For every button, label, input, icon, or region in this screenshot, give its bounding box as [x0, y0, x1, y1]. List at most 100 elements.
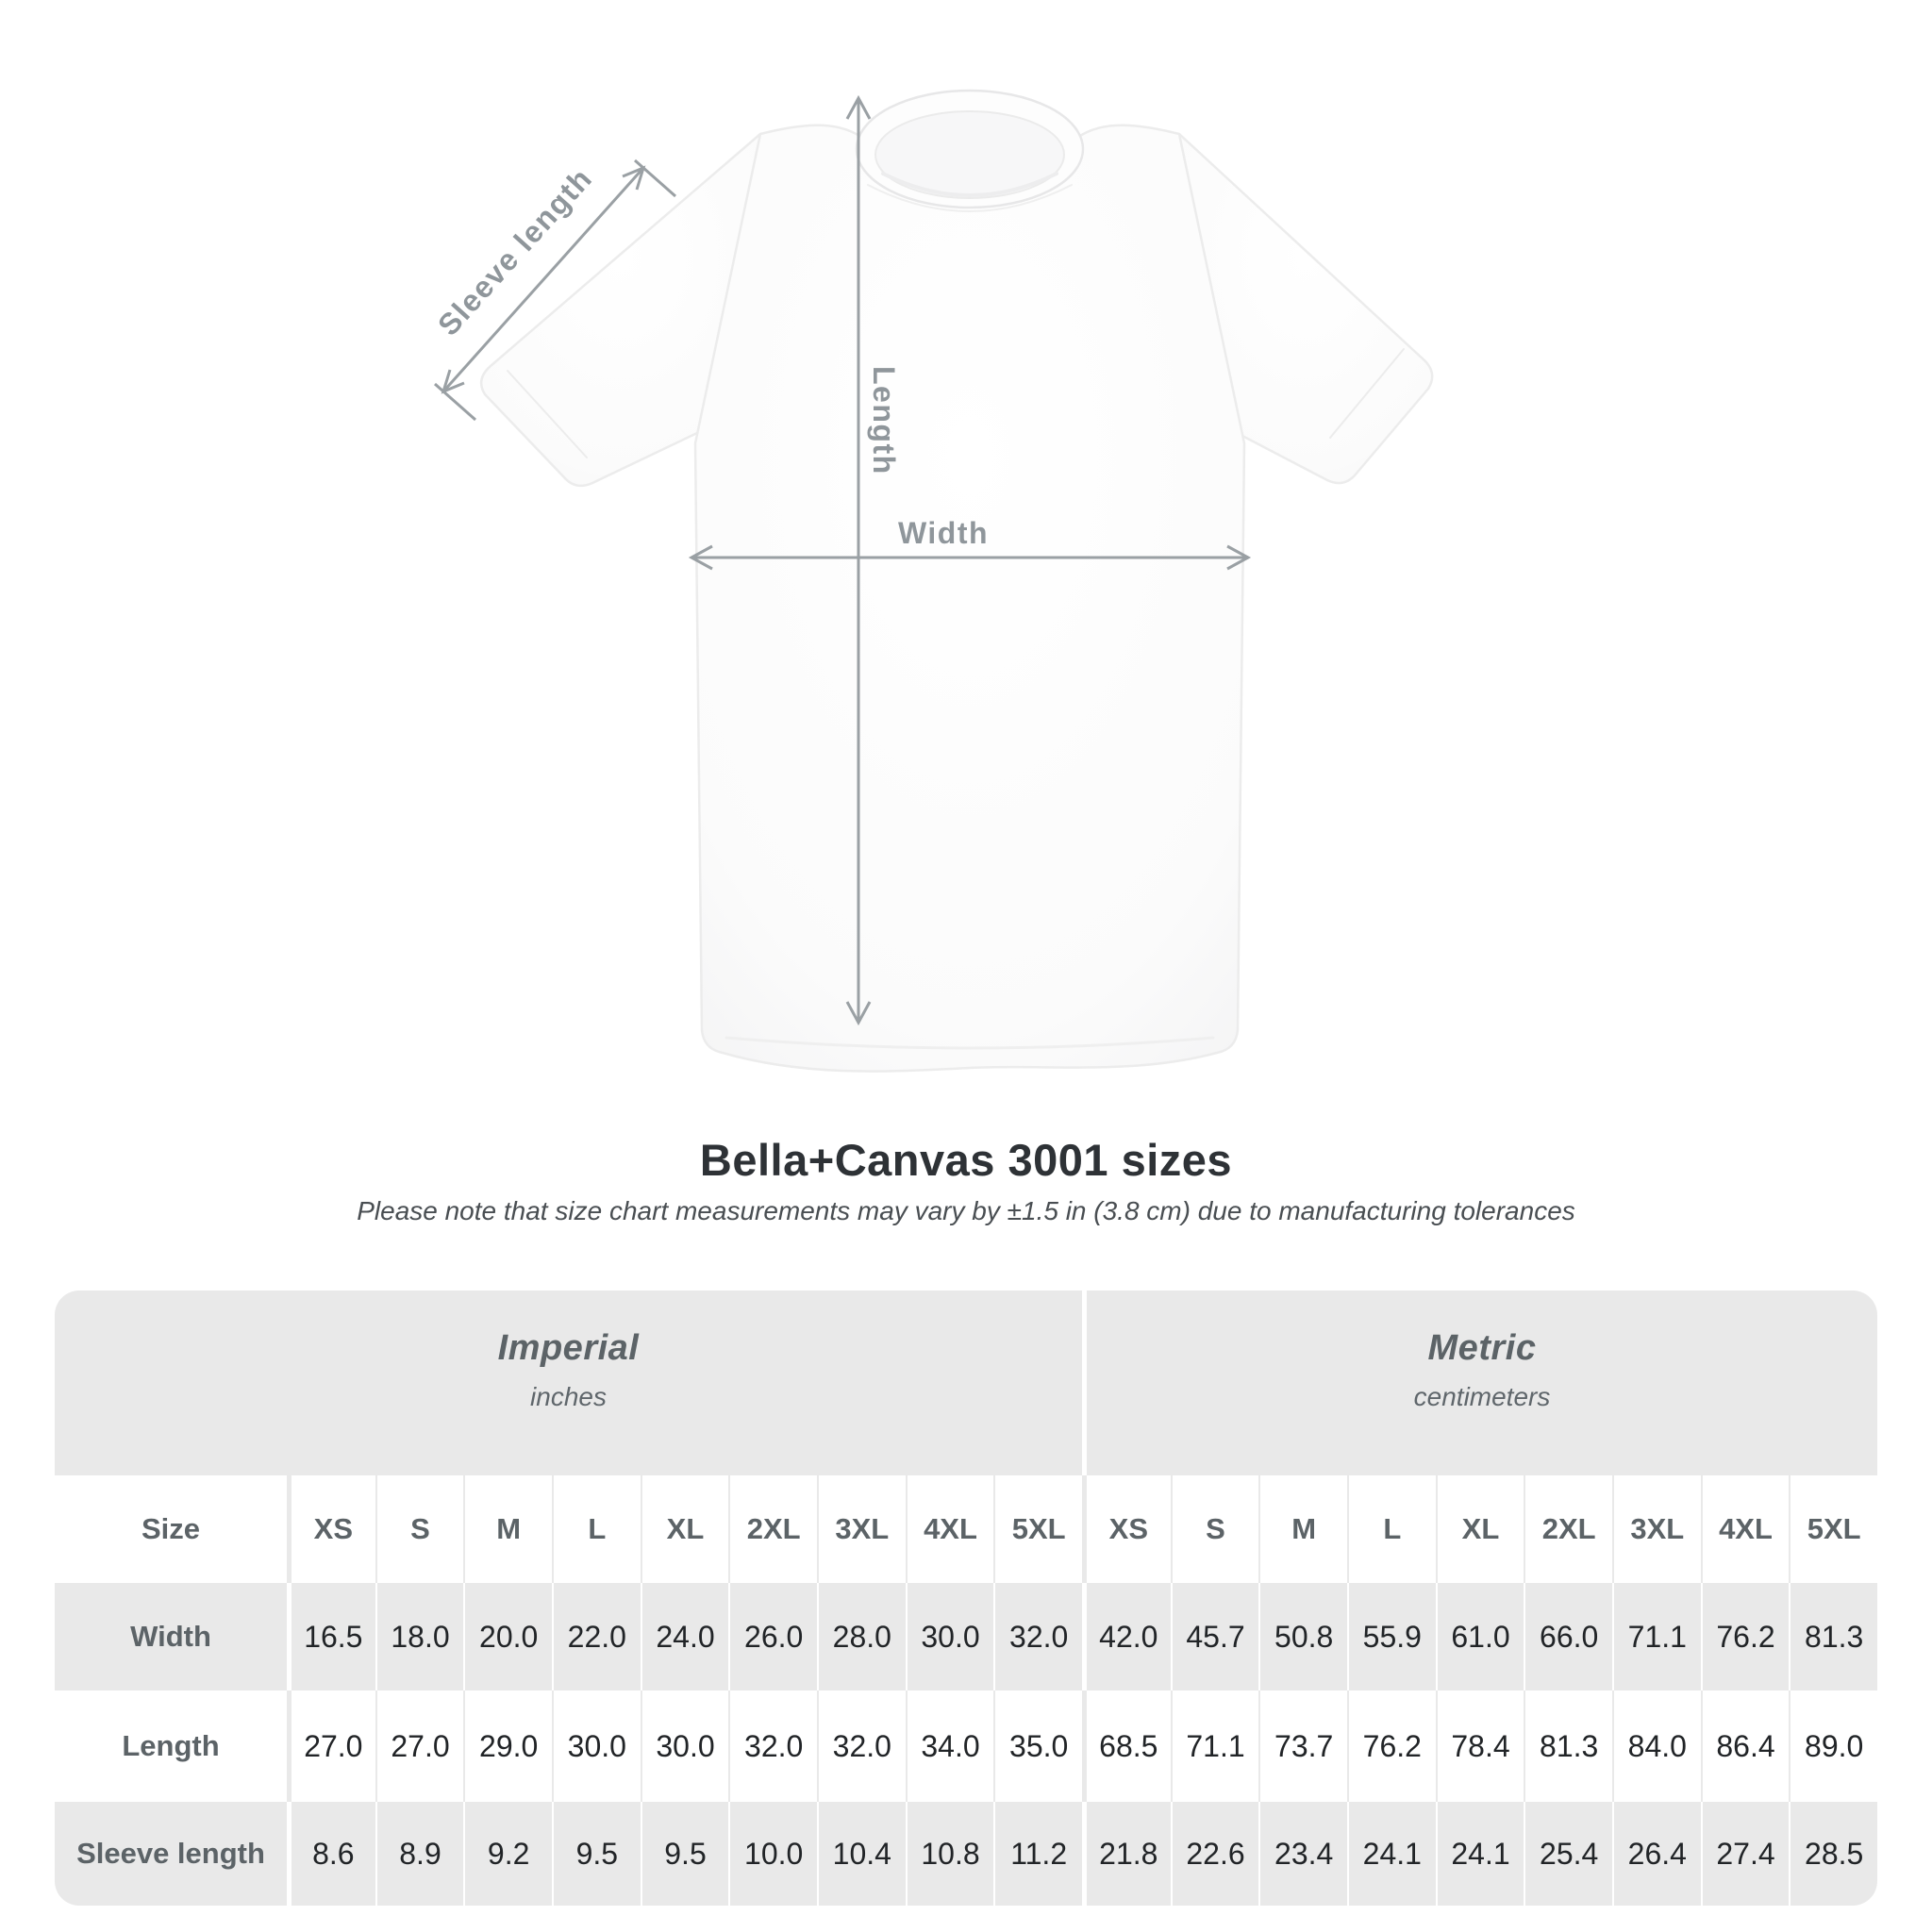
- table-row-sleeve-length: Sleeve length 8.6 8.9 9.2 9.5 9.5 10.0 10.4 10.8…: [55, 1802, 1877, 1906]
- size-table: Imperial inches Metric centimeters Size X…: [55, 1291, 1877, 1906]
- value-cell: 89.0: [1789, 1690, 1877, 1802]
- value-cell: 76.2: [1346, 1690, 1436, 1802]
- value-cell: 18.0: [375, 1583, 464, 1690]
- tshirt-collar-shadow: [881, 172, 1058, 197]
- value-cell: 66.0: [1524, 1583, 1612, 1690]
- size-label-cell: L: [1346, 1475, 1436, 1583]
- width-arrowhead-right: [1226, 544, 1252, 571]
- metric-group-name: Metric: [1427, 1328, 1537, 1368]
- value-cell: 76.2: [1700, 1583, 1790, 1690]
- sleeve-witness-tick-bottom: [434, 382, 476, 422]
- value-cell: 68.5: [1081, 1690, 1171, 1802]
- value-cell: 27.4: [1700, 1802, 1790, 1906]
- length-arrowhead-bottom: [845, 1001, 872, 1026]
- imperial-header-cell: Imperial inches: [55, 1291, 1082, 1475]
- size-column-header: Size: [141, 1512, 201, 1545]
- tshirt-graphic: [479, 89, 1434, 1073]
- value-cell: 22.6: [1170, 1802, 1259, 1906]
- size-label-cell: S: [375, 1475, 464, 1583]
- size-label-cell: XL: [1435, 1475, 1524, 1583]
- value-cell: 45.7: [1170, 1583, 1259, 1690]
- size-header-row: Size XS S M L XL 2XL 3XL 4XL 5XL XS S M L XL 2XL 3XL 4XL 5…: [55, 1475, 1877, 1583]
- value-cell: 61.0: [1435, 1583, 1524, 1690]
- row-label-cell: Sleeve length: [76, 1837, 265, 1870]
- size-label-cell: 4XL: [1700, 1475, 1790, 1583]
- size-label-cell: S: [1170, 1475, 1259, 1583]
- length-label: Length: [867, 366, 901, 475]
- value-cell: 9.5: [640, 1802, 729, 1906]
- value-cell: 84.0: [1611, 1690, 1701, 1802]
- value-cell: 26.4: [1611, 1802, 1701, 1906]
- tshirt-right-cuff-seam: [1329, 348, 1405, 439]
- value-cell: 10.8: [905, 1802, 994, 1906]
- value-cell: 21.8: [1081, 1802, 1171, 1906]
- tshirt-right-sleeve: [1177, 132, 1434, 485]
- value-cell: 9.5: [551, 1802, 641, 1906]
- value-cell: 8.9: [375, 1802, 464, 1906]
- value-cell: 23.4: [1258, 1802, 1347, 1906]
- page-title: Bella+Canvas 3001 sizes: [699, 1135, 1233, 1185]
- value-cell: 81.3: [1524, 1690, 1612, 1802]
- table-row-width: Width 16.5 18.0 20.0 22.0 24.0 26.0 28.0 30.0 32.…: [55, 1583, 1877, 1690]
- tshirt-hem-seam: [724, 1036, 1215, 1050]
- sleeve-arrow-line: [441, 166, 645, 393]
- value-cell: 9.2: [463, 1802, 552, 1906]
- size-label-cell: M: [1258, 1475, 1347, 1583]
- value-cell: 24.1: [1435, 1802, 1524, 1906]
- value-cell: 29.0: [463, 1690, 552, 1802]
- value-cell: 24.0: [640, 1583, 729, 1690]
- sleeve-witness-tick-top: [634, 158, 676, 198]
- metric-header-cell: Metric centimeters: [1087, 1291, 1877, 1475]
- value-cell: 32.0: [816, 1690, 906, 1802]
- value-cell: 8.6: [287, 1802, 375, 1906]
- value-cell: 11.2: [993, 1802, 1082, 1906]
- value-cell: 30.0: [905, 1583, 994, 1690]
- tshirt-left-sleeve: [479, 132, 762, 488]
- value-cell: 30.0: [551, 1690, 641, 1802]
- size-label-cell: 2XL: [1524, 1475, 1612, 1583]
- tshirt-collar-band-seam: [867, 184, 1073, 212]
- value-cell: 35.0: [993, 1690, 1082, 1802]
- value-cell: 27.0: [375, 1690, 464, 1802]
- value-cell: 10.4: [816, 1802, 906, 1906]
- size-table-rows: Size XS S M L XL 2XL 3XL 4XL 5XL XS S M L XL 2XL 3XL 4XL 5…: [55, 1475, 1877, 1906]
- size-label-cell: 4XL: [905, 1475, 994, 1583]
- value-cell: 28.0: [816, 1583, 906, 1690]
- size-label-cell: 5XL: [1789, 1475, 1877, 1583]
- size-label-cell: L: [551, 1475, 641, 1583]
- dimension-lines: [434, 94, 1252, 1026]
- value-cell: 20.0: [463, 1583, 552, 1690]
- value-cell: 27.0: [287, 1690, 375, 1802]
- value-cell: 30.0: [640, 1690, 729, 1802]
- value-cell: 55.9: [1346, 1583, 1436, 1690]
- unit-group-divider: [1082, 1291, 1087, 1475]
- page-subtitle: Please note that size chart measurements…: [357, 1196, 1575, 1225]
- value-cell: 24.1: [1346, 1802, 1436, 1906]
- tshirt-measurement-diagram: Sleeve length Length Width: [431, 89, 1434, 1073]
- value-cell: 86.4: [1700, 1690, 1790, 1802]
- value-cell: 42.0: [1081, 1583, 1171, 1690]
- tshirt-collar-inner: [874, 110, 1065, 199]
- length-arrowhead-top: [845, 94, 872, 120]
- row-label-cell: Length: [122, 1729, 220, 1762]
- imperial-group-name: Imperial: [497, 1328, 640, 1368]
- size-label-cell: M: [463, 1475, 552, 1583]
- size-label-cell: 3XL: [1611, 1475, 1701, 1583]
- value-cell: 32.0: [993, 1583, 1082, 1690]
- size-label-cell: XS: [287, 1475, 375, 1583]
- value-cell: 50.8: [1258, 1583, 1347, 1690]
- value-cell: 10.0: [728, 1802, 817, 1906]
- value-cell: 78.4: [1435, 1690, 1524, 1802]
- value-cell: 16.5: [287, 1583, 375, 1690]
- tshirt-body: [693, 124, 1246, 1073]
- size-label-cell: 3XL: [816, 1475, 906, 1583]
- unit-header-band: Imperial inches Metric centimeters: [55, 1291, 1877, 1475]
- value-cell: 34.0: [905, 1690, 994, 1802]
- value-cell: 26.0: [728, 1583, 817, 1690]
- size-label-cell: XS: [1081, 1475, 1171, 1583]
- size-label-cell: XL: [640, 1475, 729, 1583]
- width-label: Width: [898, 516, 989, 550]
- size-label-cell: 2XL: [728, 1475, 817, 1583]
- width-arrowhead-left: [688, 544, 713, 571]
